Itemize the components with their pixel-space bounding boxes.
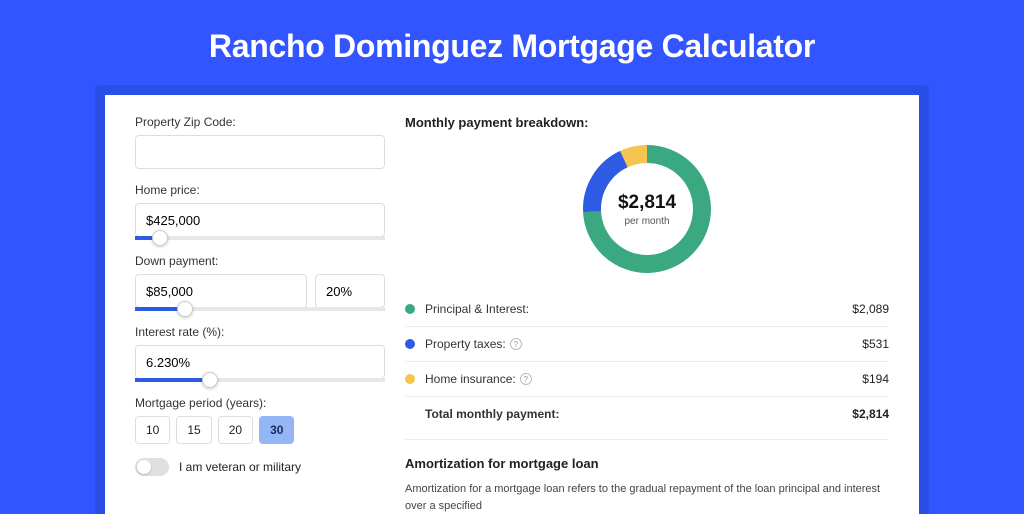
amortization-title: Amortization for mortgage loan: [405, 456, 889, 471]
inputs-panel: Property Zip Code: Home price: Down paym…: [135, 115, 385, 514]
home-price-slider[interactable]: [135, 236, 385, 240]
legend-row: Property taxes:?$531: [405, 326, 889, 361]
interest-rate-slider-thumb[interactable]: [202, 372, 218, 388]
donut-amount: $2,814: [618, 192, 676, 214]
total-value: $2,814: [852, 407, 889, 421]
down-payment-pct-input[interactable]: [315, 274, 385, 308]
legend-dot: [405, 374, 415, 384]
legend-dot: [405, 339, 415, 349]
mortgage-period-options: 10 15 20 30: [135, 416, 385, 444]
donut-wrap: $2,814 per month: [405, 144, 889, 274]
zip-input[interactable]: [135, 135, 385, 169]
veteran-field: I am veteran or military: [135, 458, 385, 476]
donut-sub: per month: [624, 216, 669, 227]
home-price-input[interactable]: [135, 203, 385, 237]
page-title: Rancho Dominguez Mortgage Calculator: [0, 0, 1024, 85]
veteran-toggle[interactable]: [135, 458, 169, 476]
period-option-30[interactable]: 30: [259, 416, 294, 444]
interest-rate-label: Interest rate (%):: [135, 325, 385, 339]
period-option-10[interactable]: 10: [135, 416, 170, 444]
breakdown-legend: Principal & Interest: $2,089 Property taxe…: [405, 292, 889, 396]
info-icon[interactable]: ?: [520, 373, 532, 385]
legend-label: Home insurance:?: [425, 372, 862, 386]
zip-label: Property Zip Code:: [135, 115, 385, 129]
page: Rancho Dominguez Mortgage Calculator Pro…: [0, 0, 1024, 512]
amortization-text: Amortization for a mortgage loan refers …: [405, 481, 889, 514]
info-icon[interactable]: ?: [510, 338, 522, 350]
legend-value: $194: [862, 372, 889, 386]
down-payment-slider-thumb[interactable]: [177, 301, 193, 317]
interest-rate-input[interactable]: [135, 345, 385, 379]
legend-row: Home insurance:?$194: [405, 361, 889, 396]
total-label: Total monthly payment:: [405, 407, 852, 421]
legend-label-text: Principal & Interest:: [425, 302, 529, 316]
home-price-slider-thumb[interactable]: [152, 230, 168, 246]
calculator-card: Property Zip Code: Home price: Down paym…: [105, 95, 919, 514]
breakdown-title: Monthly payment breakdown:: [405, 115, 889, 130]
down-payment-input[interactable]: [135, 274, 307, 308]
down-payment-label: Down payment:: [135, 254, 385, 268]
legend-dot: [405, 304, 415, 314]
mortgage-period-label: Mortgage period (years):: [135, 396, 385, 410]
legend-value: $531: [862, 337, 889, 351]
interest-rate-slider[interactable]: [135, 378, 385, 382]
down-payment-slider[interactable]: [135, 307, 385, 311]
home-price-label: Home price:: [135, 183, 385, 197]
card-frame: Property Zip Code: Home price: Down paym…: [95, 85, 929, 514]
legend-label-text: Home insurance:: [425, 372, 516, 386]
legend-label: Principal & Interest:: [425, 302, 852, 316]
amortization-section: Amortization for mortgage loan Amortizat…: [405, 439, 889, 514]
donut-center: $2,814 per month: [582, 144, 712, 274]
down-payment-field: Down payment:: [135, 254, 385, 311]
legend-label: Property taxes:?: [425, 337, 862, 351]
payment-donut-chart: $2,814 per month: [582, 144, 712, 274]
legend-row: Principal & Interest: $2,089: [405, 292, 889, 326]
interest-rate-field: Interest rate (%):: [135, 325, 385, 382]
home-price-field: Home price:: [135, 183, 385, 240]
legend-label-text: Property taxes:: [425, 337, 506, 351]
veteran-label: I am veteran or military: [179, 460, 301, 474]
zip-field: Property Zip Code:: [135, 115, 385, 169]
legend-value: $2,089: [852, 302, 889, 316]
period-option-15[interactable]: 15: [176, 416, 211, 444]
interest-rate-slider-fill: [135, 378, 210, 382]
breakdown-panel: Monthly payment breakdown: $2,814 per mo…: [405, 115, 889, 514]
period-option-20[interactable]: 20: [218, 416, 253, 444]
total-row: Total monthly payment: $2,814: [405, 396, 889, 431]
mortgage-period-field: Mortgage period (years): 10 15 20 30: [135, 396, 385, 444]
